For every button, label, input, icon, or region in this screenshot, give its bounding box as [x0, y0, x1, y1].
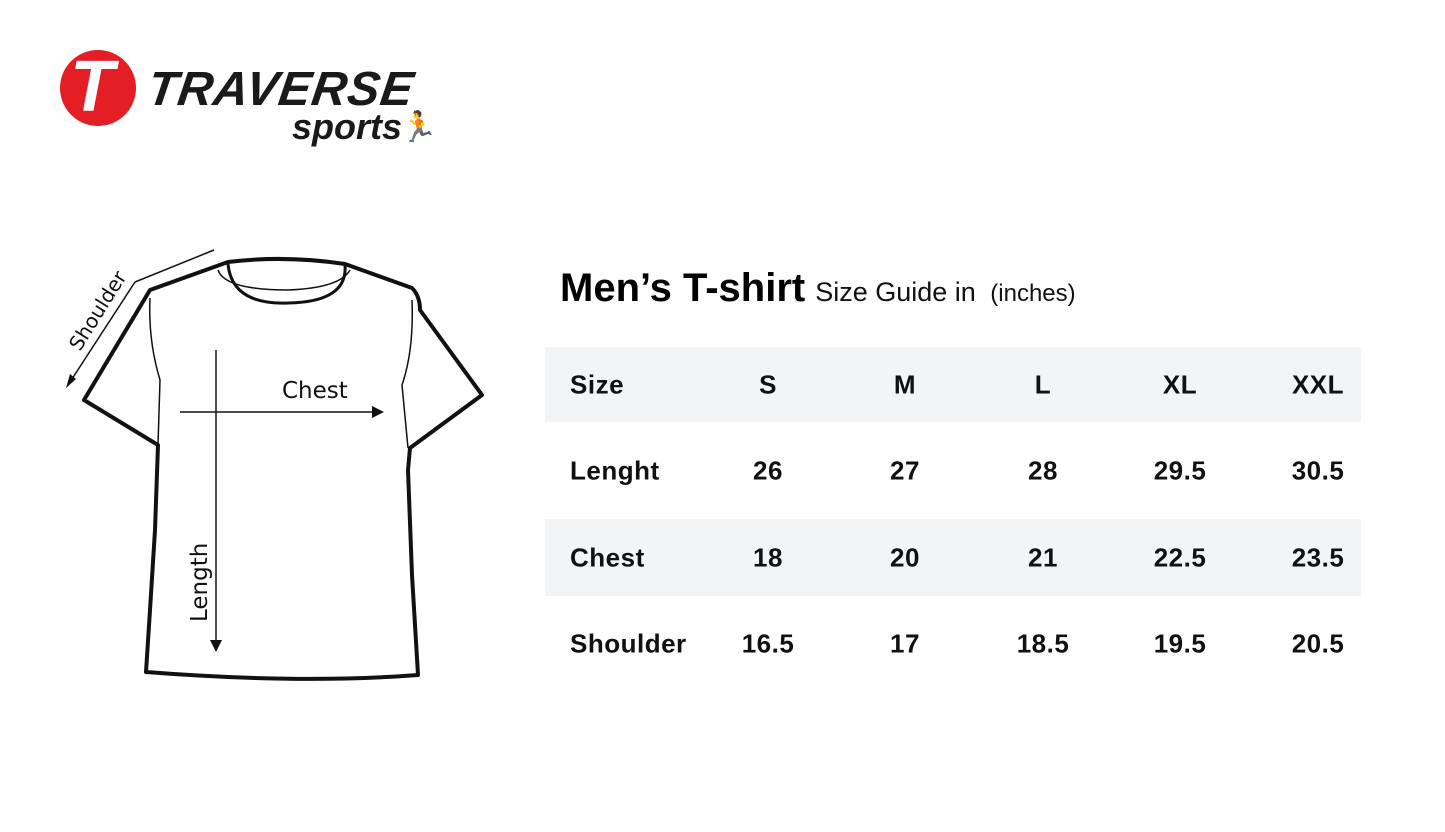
cell: 17	[890, 628, 920, 659]
length-label: Length	[187, 543, 213, 622]
tshirt-diagram: Chest Length Shoulder	[64, 249, 484, 681]
header-xl: XL	[1162, 369, 1198, 399]
table-row: Chest 18 20 21 22.5 23.5	[545, 519, 1361, 596]
tshirt-collar	[226, 263, 347, 305]
shoulder-arrow	[69, 281, 136, 383]
header-m: M	[893, 369, 917, 399]
cell: 18	[753, 542, 783, 572]
title-guide: Size Guide in	[815, 277, 976, 307]
cell: 23.5	[1291, 542, 1345, 572]
cell: 20.5	[1291, 628, 1345, 659]
logo-sub: sports	[292, 106, 403, 147]
cell: 18.5	[1016, 628, 1070, 659]
logo-mark: T	[60, 47, 136, 127]
title-main: Men’s T-shirt	[560, 266, 806, 310]
cell: 16.5	[741, 628, 795, 659]
table-row: Lenght 26 27 28 29.5 30.5	[545, 422, 1361, 519]
row-label: Chest	[570, 542, 645, 572]
header-size: Size	[570, 369, 625, 399]
cell: 19.5	[1153, 628, 1207, 659]
row-label: Lenght	[570, 455, 660, 485]
cell: 26	[753, 455, 783, 485]
size-table: Size S M L XL XXL Lenght 26 27 28 29.5 3…	[545, 347, 1361, 692]
cell: 27	[890, 455, 920, 485]
table-row: Shoulder 16.5 17 18.5 19.5 20.5	[545, 596, 1361, 692]
header-xxl: XXL	[1291, 369, 1345, 399]
cell: 28	[1028, 455, 1058, 485]
traverse-sports-logo: T TRAVERSE sports 🏃	[60, 47, 440, 158]
cell: 30.5	[1291, 455, 1345, 485]
cell: 21	[1028, 542, 1058, 572]
header-s: S	[759, 369, 777, 399]
row-label: Shoulder	[570, 628, 687, 659]
runner-icon: 🏃	[400, 111, 438, 144]
tshirt-outline	[82, 256, 484, 681]
header-l: L	[1034, 369, 1052, 399]
title-unit: (inches)	[990, 280, 1076, 307]
cell: 20	[890, 542, 920, 572]
page-title: Men’s T-shirt Size Guide in (inches)	[560, 266, 1076, 311]
chest-label: Chest	[282, 378, 348, 404]
table-header-row: Size S M L XL XXL	[545, 347, 1361, 422]
cell: 22.5	[1153, 542, 1207, 572]
cell: 29.5	[1153, 455, 1207, 485]
